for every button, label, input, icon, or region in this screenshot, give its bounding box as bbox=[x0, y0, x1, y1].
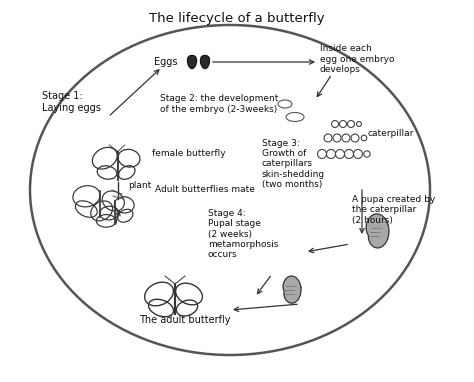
Polygon shape bbox=[188, 55, 197, 68]
Polygon shape bbox=[201, 55, 210, 68]
Text: Inside each
egg one embryo
develops: Inside each egg one embryo develops bbox=[320, 44, 394, 74]
Text: Adult butterflies mate: Adult butterflies mate bbox=[155, 186, 255, 194]
Text: Stage 4:
Pupal stage
(2 weeks)
metamorphosis
occurs: Stage 4: Pupal stage (2 weeks) metamorph… bbox=[208, 209, 278, 259]
Text: A pupa created by
the caterpillar
(2 hours): A pupa created by the caterpillar (2 hou… bbox=[352, 195, 435, 225]
Text: The adult butterfly: The adult butterfly bbox=[139, 315, 231, 325]
Text: Stage 3:
Growth of
caterpillars
skin-shedding
(two months): Stage 3: Growth of caterpillars skin-she… bbox=[262, 139, 325, 189]
Polygon shape bbox=[283, 276, 301, 303]
Text: female butterfly: female butterfly bbox=[152, 149, 226, 159]
Text: The lifecycle of a butterfly: The lifecycle of a butterfly bbox=[149, 12, 325, 25]
Polygon shape bbox=[366, 214, 389, 248]
Text: Stage 2: the development
of the embryo (2-3weeks): Stage 2: the development of the embryo (… bbox=[160, 94, 278, 114]
Text: Stage 1:
Laying eggs: Stage 1: Laying eggs bbox=[42, 91, 101, 113]
Text: Eggs: Eggs bbox=[155, 57, 178, 67]
Text: plant: plant bbox=[128, 181, 151, 191]
Text: caterpillar: caterpillar bbox=[368, 129, 414, 139]
